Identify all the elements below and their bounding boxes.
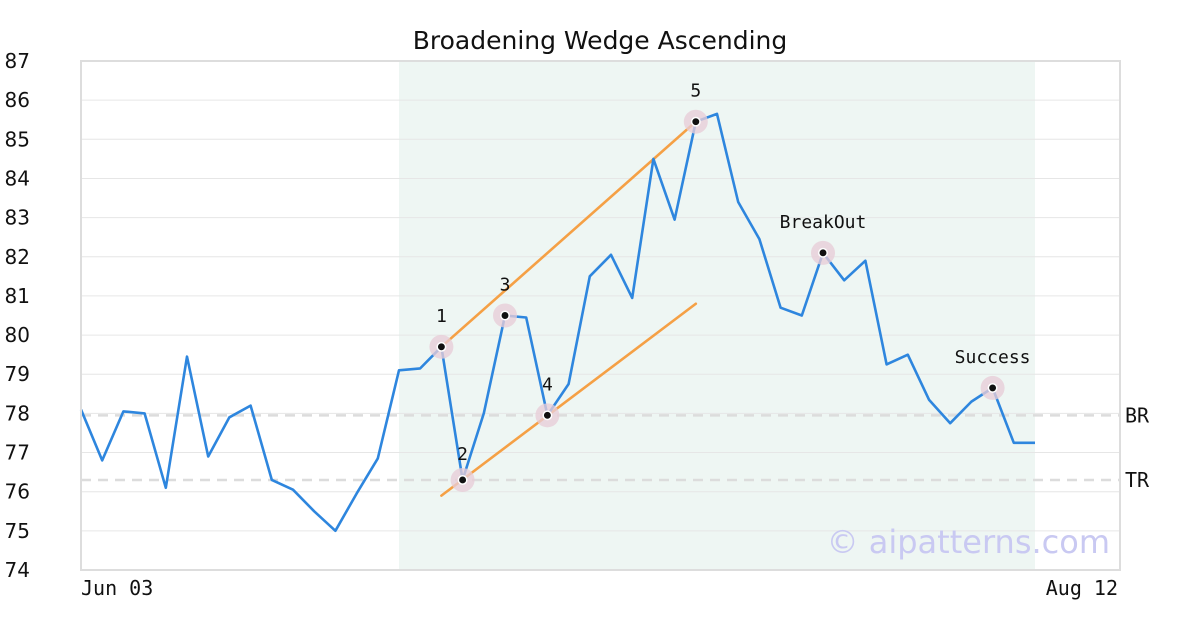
annotation-label: 1 bbox=[436, 306, 447, 327]
annotation-label: Success bbox=[955, 347, 1031, 368]
y-tick-label: 76 bbox=[5, 480, 30, 504]
annotation-label: 2 bbox=[457, 444, 468, 465]
y-tick-label: 87 bbox=[5, 49, 30, 73]
annotation-label: BreakOut bbox=[780, 212, 867, 233]
y-axis-ticks: 74 75 76 77 78 79 80 81 82 83 84 85 86 87 bbox=[5, 49, 30, 582]
y-tick-label: 80 bbox=[5, 323, 30, 347]
chart-title: Broadening Wedge Ascending bbox=[413, 26, 788, 55]
y-tick-label: 79 bbox=[5, 362, 30, 386]
annotation-markers: 1 2 3 4 5 BreakOut Success bbox=[429, 81, 1031, 492]
y-tick-label: 77 bbox=[5, 441, 30, 465]
y-tick-label: 86 bbox=[5, 88, 30, 112]
y-tick-label: 83 bbox=[5, 206, 30, 230]
y-tick-label: 82 bbox=[5, 245, 30, 269]
trend-line-lower bbox=[440, 302, 698, 497]
y-tick-label: 78 bbox=[5, 401, 30, 425]
reference-line-label: BR bbox=[1125, 403, 1150, 427]
price-line bbox=[79, 112, 1035, 533]
plot-frame bbox=[80, 60, 1121, 571]
annotation-point bbox=[542, 410, 553, 421]
annotation-point bbox=[987, 382, 998, 393]
annotation-label: 5 bbox=[690, 81, 701, 102]
annotation-point bbox=[500, 310, 510, 321]
x-tick-label: Jun 03 bbox=[81, 576, 153, 600]
annotation-point bbox=[690, 116, 701, 127]
y-tick-label: 85 bbox=[5, 127, 30, 151]
y-tick-label: 75 bbox=[5, 519, 30, 543]
watermark: © aipatterns.com bbox=[827, 523, 1110, 561]
y-tick-label: 81 bbox=[5, 284, 30, 308]
annotation-point bbox=[436, 341, 447, 352]
y-tick-label: 74 bbox=[5, 558, 30, 582]
reference-line-label: TR bbox=[1125, 468, 1150, 492]
annotation-point bbox=[818, 247, 828, 258]
annotation-label: 3 bbox=[500, 275, 511, 296]
x-tick-label: Aug 12 bbox=[1046, 576, 1118, 600]
annotation-label: 4 bbox=[542, 374, 553, 395]
y-tick-label: 84 bbox=[5, 166, 30, 190]
annotation-point bbox=[457, 474, 468, 485]
x-axis-ticks: Jun 03 Aug 12 bbox=[81, 576, 1118, 600]
